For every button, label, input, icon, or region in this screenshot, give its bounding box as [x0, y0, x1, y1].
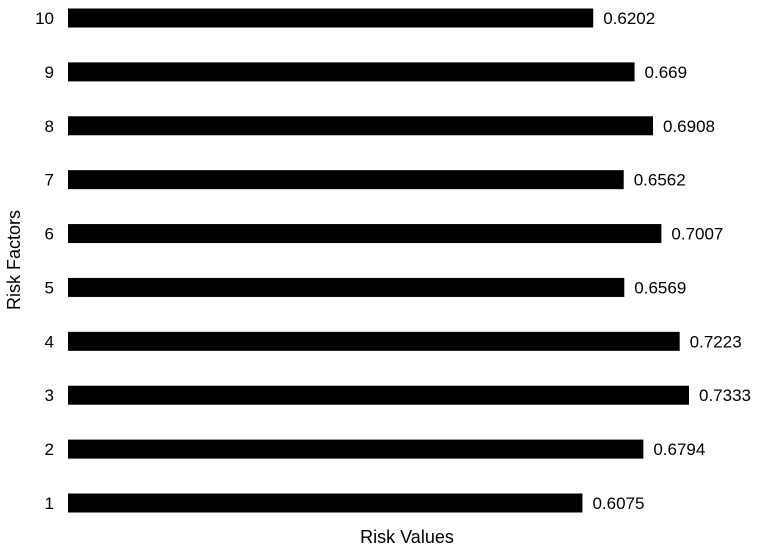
bars: [68, 8, 689, 513]
data-label-risk-factor-2: 0.6794: [653, 440, 705, 459]
data-labels: 0.6075 0.6794 0.7333 0.7223 0.6569 0.7007 0.65…: [592, 9, 751, 513]
y-tick-label-6: 6: [45, 225, 54, 244]
data-label-risk-factor-3: 0.7333: [699, 386, 751, 405]
y-tick-label-5: 5: [45, 278, 54, 297]
bar-risk-factor-10: [68, 8, 594, 28]
data-label-risk-factor-7: 0.6562: [634, 171, 686, 190]
bar-risk-factor-1: [68, 493, 583, 513]
data-label-risk-factor-4: 0.7223: [690, 332, 742, 351]
data-label-risk-factor-10: 0.6202: [603, 9, 655, 28]
bar-risk-factor-4: [68, 331, 680, 351]
bar-risk-factor-7: [68, 170, 624, 190]
data-label-risk-factor-9: 0.669: [645, 63, 688, 82]
bar-risk-factor-5: [68, 277, 625, 297]
y-tick-label-10: 10: [35, 9, 54, 28]
y-tick-label-4: 4: [45, 332, 54, 351]
data-label-risk-factor-8: 0.6908: [663, 117, 715, 136]
data-label-risk-factor-6: 0.7007: [671, 225, 723, 244]
y-tick-label-2: 2: [45, 440, 54, 459]
bar-risk-factor-6: [68, 224, 662, 244]
bar-risk-factor-3: [68, 385, 689, 405]
data-label-risk-factor-1: 0.6075: [592, 494, 644, 513]
bar-risk-factor-2: [68, 439, 644, 459]
y-axis-ticks: 1 2 3 4 5 6 7 8 9 10: [35, 9, 54, 513]
bar-risk-factor-8: [68, 116, 654, 136]
y-tick-label-8: 8: [45, 117, 54, 136]
bar-risk-factor-9: [68, 62, 635, 82]
y-axis-title: Risk Factors: [4, 210, 24, 310]
y-tick-label-9: 9: [45, 63, 54, 82]
data-label-risk-factor-5: 0.6569: [634, 278, 686, 297]
x-axis-title: Risk Values: [360, 527, 454, 547]
y-tick-label-1: 1: [45, 494, 54, 513]
y-tick-label-3: 3: [45, 386, 54, 405]
y-tick-label-7: 7: [45, 171, 54, 190]
